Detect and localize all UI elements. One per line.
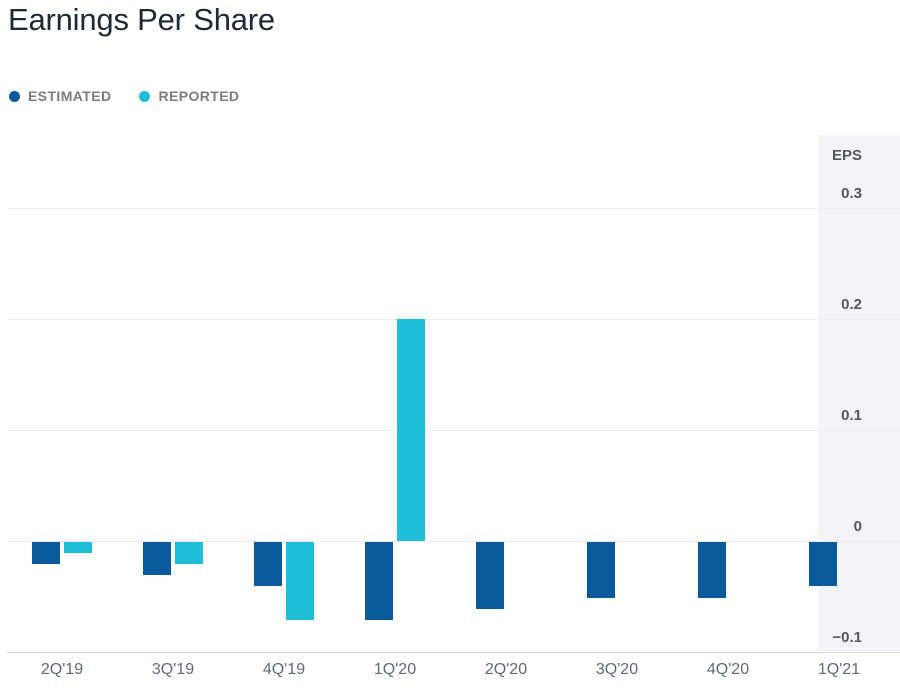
gridline: [7, 541, 900, 542]
x-tick-label: 3Q'20: [595, 661, 639, 678]
y-tick-label: 0: [853, 518, 862, 535]
x-axis-line: [7, 652, 900, 653]
bar-reported[interactable]: [175, 542, 203, 564]
x-tick-label: 4Q'19: [262, 661, 306, 678]
gridline: [7, 430, 900, 431]
bar-estimated[interactable]: [365, 542, 393, 620]
reported-series-dot-icon: [139, 90, 151, 102]
bar-estimated[interactable]: [476, 542, 504, 609]
x-tick-label: 1Q'20: [373, 661, 417, 678]
y-tick-label: 0.3: [841, 185, 862, 202]
chart-title: Earnings Per Share: [8, 2, 275, 37]
y-tick-label: 0.2: [841, 296, 862, 313]
legend-item-reported[interactable]: REPORTED: [139, 88, 239, 104]
gridline: [7, 319, 900, 320]
x-tick-label: 2Q'19: [40, 661, 84, 678]
gridline: [7, 208, 900, 209]
bar-estimated[interactable]: [254, 542, 282, 586]
bar-estimated[interactable]: [32, 542, 60, 564]
legend-label-reported: REPORTED: [158, 88, 240, 104]
estimated-series-dot-icon: [9, 90, 20, 102]
legend-label-estimated: ESTIMATED: [28, 88, 112, 104]
bar-estimated[interactable]: [587, 542, 615, 598]
x-tick-label: 2Q'20: [484, 661, 528, 678]
bar-estimated[interactable]: [809, 542, 837, 586]
bar-estimated[interactable]: [698, 542, 726, 598]
x-tick-label: 4Q'20: [706, 661, 750, 678]
legend-item-estimated[interactable]: ESTIMATED: [9, 88, 111, 104]
bar-reported[interactable]: [286, 542, 314, 620]
y-tick-label: 0.1: [841, 407, 862, 424]
bar-reported[interactable]: [397, 319, 425, 541]
x-tick-label: 1Q'21: [817, 661, 861, 678]
bar-estimated[interactable]: [143, 542, 171, 575]
bar-reported[interactable]: [64, 542, 92, 553]
y-tick-label: −0.1: [832, 629, 862, 646]
legend: ESTIMATED REPORTED: [9, 88, 239, 104]
y-axis-title: EPS: [831, 147, 862, 164]
x-tick-label: 3Q'19: [151, 661, 195, 678]
